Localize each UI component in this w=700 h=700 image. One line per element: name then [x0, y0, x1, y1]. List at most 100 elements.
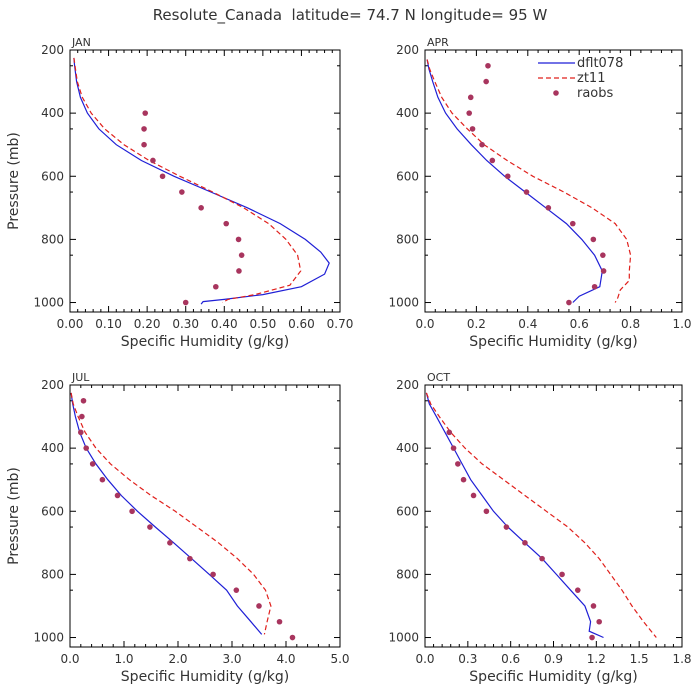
x-tick-label: 0.8: [621, 317, 640, 331]
x-axis-label: Specific Humidity (g/kg): [469, 334, 637, 350]
x-tick-label: 1.0: [672, 317, 691, 331]
x-tick-label: 0.2: [467, 317, 486, 331]
panel-label: JAN: [71, 36, 91, 49]
x-tick-label: 0.6: [570, 317, 589, 331]
legend-marker-raobs: [553, 90, 559, 96]
y-tick-label: 600: [41, 504, 64, 518]
y-tick-label: 1000: [388, 631, 419, 645]
y-tick-label: 1000: [33, 296, 64, 310]
raobs-point: [198, 205, 204, 211]
raobs-point: [446, 429, 453, 436]
raobs-point: [467, 94, 474, 101]
raobs-point: [142, 110, 149, 116]
raobs-point: [479, 141, 485, 148]
x-tick-label: 0.0: [415, 317, 434, 331]
raobs-point: [591, 283, 598, 290]
raobs-point: [179, 189, 185, 195]
raobs-point: [600, 252, 606, 258]
raobs-point: [489, 157, 496, 164]
raobs-point: [504, 173, 511, 180]
series-line-zt11: [70, 392, 272, 635]
raobs-point: [485, 62, 491, 69]
y-tick-label: 400: [41, 106, 64, 120]
raobs-point: [238, 252, 245, 258]
legend-label-dflt078: dflt078: [577, 56, 623, 71]
y-tick-label: 400: [396, 106, 419, 120]
x-tick-label: 0.40: [211, 317, 238, 331]
plot-frame: [424, 49, 683, 313]
raobs-point: [147, 524, 153, 530]
y-tick-label: 600: [396, 169, 419, 183]
y-tick-label: 800: [41, 567, 64, 581]
raobs-point: [276, 618, 283, 625]
raobs-point: [590, 603, 597, 609]
raobs-point: [455, 461, 461, 467]
raobs-point: [80, 397, 87, 404]
raobs-point: [596, 618, 602, 625]
raobs-point: [99, 476, 106, 483]
legend-label-raobs: raobs: [577, 86, 614, 101]
x-tick-label: 0.30: [172, 317, 199, 331]
y-tick-label: 800: [41, 232, 64, 246]
raobs-point: [559, 571, 565, 578]
figure-title: Resolute_Canada latitude= 74.7 N longitu…: [153, 6, 548, 25]
raobs-point: [469, 126, 476, 132]
y-tick-label: 600: [396, 504, 419, 518]
raobs-point: [79, 413, 85, 420]
y-tick-label: 200: [41, 378, 64, 392]
y-tick-label: 200: [41, 43, 64, 57]
x-axis-label: Specific Humidity (g/kg): [121, 334, 289, 350]
raobs-point: [450, 445, 457, 451]
raobs-point: [470, 492, 477, 499]
x-tick-label: 0.3: [458, 652, 477, 666]
x-tick-label: 0.50: [249, 317, 276, 331]
raobs-point: [569, 220, 576, 227]
y-axis-label: Pressure (mb): [6, 467, 22, 565]
raobs-point: [523, 189, 530, 195]
series-line-dflt078: [426, 59, 603, 303]
raobs-point: [466, 110, 473, 116]
raobs-point: [483, 78, 489, 85]
x-tick-label: 0.60: [288, 317, 315, 331]
raobs-point: [182, 299, 189, 306]
x-tick-label: 0.0: [415, 652, 434, 666]
x-tick-label: 0.6: [501, 652, 520, 666]
raobs-point: [289, 634, 296, 641]
panel-label: APR: [427, 36, 449, 49]
raobs-point: [589, 634, 595, 641]
x-tick-label: 3.0: [222, 652, 241, 666]
raobs-point: [141, 126, 147, 132]
raobs-point: [600, 268, 607, 274]
y-tick-label: 800: [396, 232, 419, 246]
y-tick-label: 600: [41, 169, 64, 183]
raobs-point: [545, 205, 552, 211]
y-tick-label: 200: [396, 43, 419, 57]
series-line-dflt078: [425, 392, 604, 639]
panel-oct: OCT 0.0 0.3 0.6 0.9 1.2 1.5 1.8 200 400 600 800 1000…: [388, 371, 691, 685]
x-tick-label: 1.5: [630, 652, 649, 666]
y-axis-label: Pressure (mb): [6, 132, 22, 230]
y-tick-label: 800: [396, 567, 419, 581]
y-tick-label: 1000: [33, 631, 64, 645]
x-tick-label: 4.0: [276, 652, 295, 666]
x-tick-label: 0.0: [60, 652, 79, 666]
raobs-point: [150, 157, 156, 164]
raobs-point: [539, 555, 545, 562]
x-tick-label: 1.8: [672, 652, 691, 666]
raobs-point: [167, 540, 173, 546]
raobs-point: [78, 429, 84, 436]
x-tick-label: 2.0: [168, 652, 187, 666]
y-tick-label: 1000: [388, 296, 419, 310]
raobs-point: [256, 603, 262, 609]
panels: JAN 0.00 0.10 0.20 0.30 0.40 0.50 0.60 0.70 200 40…: [6, 36, 692, 685]
x-axis-label: Specific Humidity (g/kg): [469, 669, 637, 685]
raobs-point: [460, 476, 467, 483]
raobs-point: [483, 508, 490, 515]
raobs-point: [210, 571, 216, 578]
raobs-point: [233, 587, 240, 593]
series-line-zt11: [426, 59, 632, 303]
raobs-point: [213, 283, 219, 290]
raobs-point: [89, 461, 96, 467]
